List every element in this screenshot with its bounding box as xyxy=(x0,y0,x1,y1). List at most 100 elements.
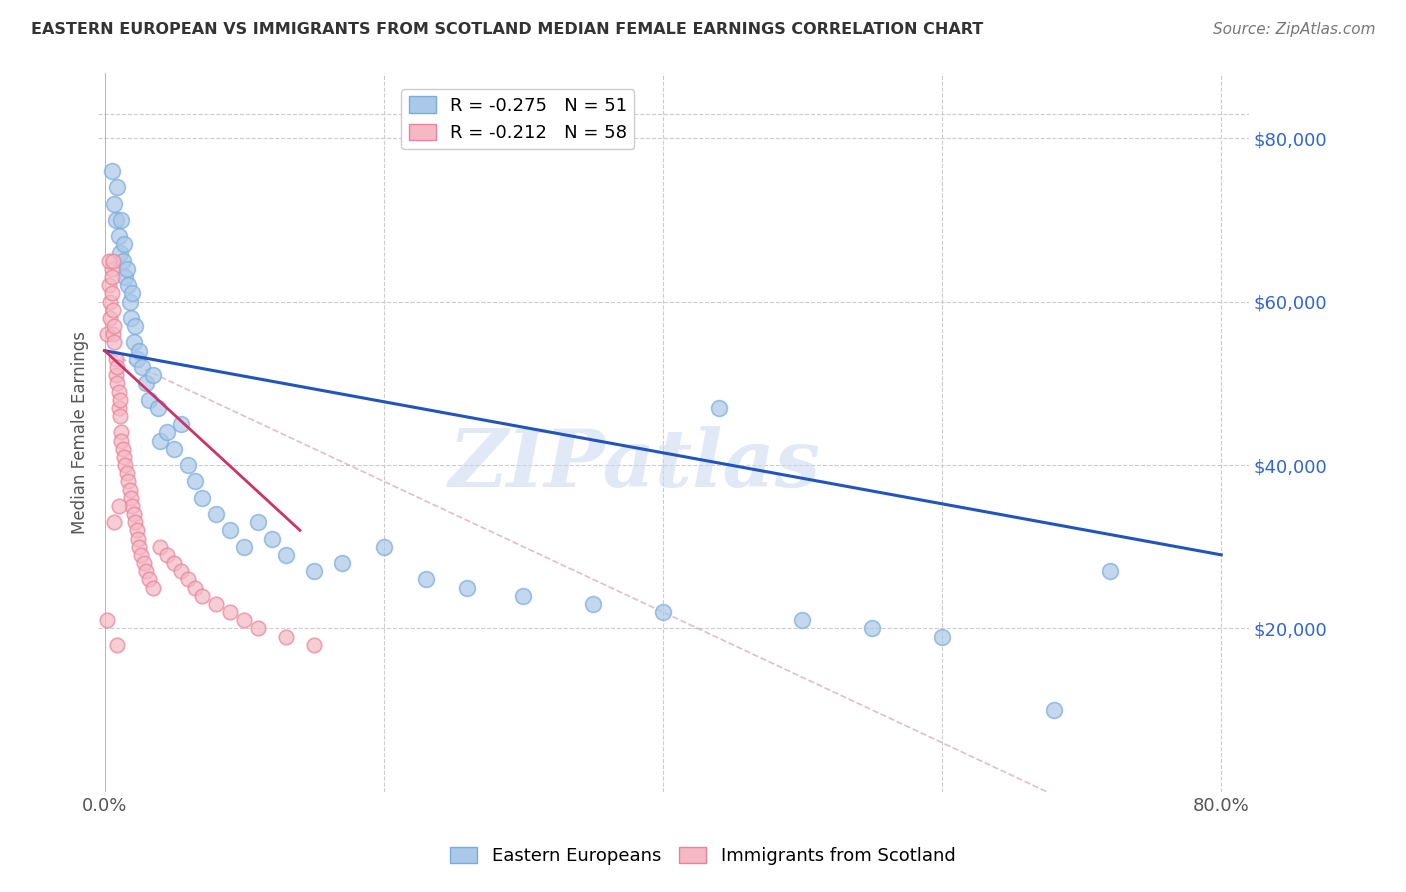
Point xyxy=(112,237,135,252)
Point xyxy=(931,630,953,644)
Point xyxy=(302,564,325,578)
Point xyxy=(205,507,228,521)
Point xyxy=(100,270,122,285)
Point xyxy=(149,540,172,554)
Point xyxy=(1098,564,1121,578)
Point xyxy=(118,483,141,497)
Point xyxy=(219,524,242,538)
Point xyxy=(105,376,128,391)
Point xyxy=(103,319,125,334)
Point xyxy=(131,359,153,374)
Point xyxy=(138,572,160,586)
Y-axis label: Median Female Earnings: Median Female Earnings xyxy=(72,331,89,533)
Point xyxy=(108,409,131,423)
Point xyxy=(149,434,172,448)
Point xyxy=(512,589,534,603)
Point xyxy=(125,351,148,366)
Point xyxy=(163,556,186,570)
Point xyxy=(101,253,124,268)
Point xyxy=(156,548,179,562)
Point xyxy=(330,556,353,570)
Point xyxy=(96,327,118,342)
Point xyxy=(117,278,139,293)
Point xyxy=(156,425,179,440)
Point xyxy=(191,589,214,603)
Point xyxy=(142,368,165,383)
Point xyxy=(104,213,127,227)
Point xyxy=(146,401,169,415)
Point xyxy=(582,597,605,611)
Point xyxy=(111,253,134,268)
Point xyxy=(233,540,256,554)
Point xyxy=(170,417,193,432)
Point xyxy=(138,392,160,407)
Point xyxy=(107,499,129,513)
Point xyxy=(121,286,143,301)
Point xyxy=(103,335,125,350)
Point xyxy=(107,229,129,244)
Point xyxy=(114,458,136,472)
Point xyxy=(122,507,145,521)
Point xyxy=(122,335,145,350)
Point xyxy=(135,376,157,391)
Point xyxy=(114,270,136,285)
Point xyxy=(124,319,146,334)
Point xyxy=(120,491,142,505)
Point xyxy=(103,515,125,529)
Point xyxy=(104,351,127,366)
Point xyxy=(96,613,118,627)
Point xyxy=(792,613,814,627)
Point xyxy=(247,621,270,635)
Point xyxy=(110,425,132,440)
Point xyxy=(184,581,207,595)
Text: ZIPatlas: ZIPatlas xyxy=(449,426,821,504)
Point xyxy=(100,262,122,277)
Point xyxy=(101,327,124,342)
Point xyxy=(132,556,155,570)
Point xyxy=(101,302,124,317)
Point xyxy=(127,532,149,546)
Point xyxy=(115,262,138,277)
Point xyxy=(111,442,134,456)
Point xyxy=(860,621,883,635)
Point xyxy=(115,466,138,480)
Point xyxy=(707,401,730,415)
Point xyxy=(128,540,150,554)
Point xyxy=(219,605,242,619)
Point xyxy=(651,605,673,619)
Point xyxy=(104,368,127,383)
Point xyxy=(1042,703,1064,717)
Point xyxy=(302,638,325,652)
Legend: R = -0.275   N = 51, R = -0.212   N = 58: R = -0.275 N = 51, R = -0.212 N = 58 xyxy=(401,89,634,149)
Point xyxy=(105,359,128,374)
Point xyxy=(110,213,132,227)
Point xyxy=(98,294,121,309)
Text: EASTERN EUROPEAN VS IMMIGRANTS FROM SCOTLAND MEDIAN FEMALE EARNINGS CORRELATION : EASTERN EUROPEAN VS IMMIGRANTS FROM SCOT… xyxy=(31,22,983,37)
Point xyxy=(373,540,395,554)
Point xyxy=(274,548,297,562)
Point xyxy=(415,572,437,586)
Point xyxy=(177,458,200,472)
Legend: Eastern Europeans, Immigrants from Scotland: Eastern Europeans, Immigrants from Scotl… xyxy=(443,839,963,872)
Point xyxy=(108,392,131,407)
Point xyxy=(105,638,128,652)
Point xyxy=(142,581,165,595)
Point xyxy=(121,499,143,513)
Point xyxy=(177,572,200,586)
Point xyxy=(124,515,146,529)
Point xyxy=(108,245,131,260)
Point xyxy=(170,564,193,578)
Text: Source: ZipAtlas.com: Source: ZipAtlas.com xyxy=(1212,22,1375,37)
Point xyxy=(163,442,186,456)
Point xyxy=(110,434,132,448)
Point xyxy=(118,294,141,309)
Point xyxy=(184,475,207,489)
Point xyxy=(97,278,120,293)
Point xyxy=(135,564,157,578)
Point xyxy=(456,581,478,595)
Point xyxy=(100,286,122,301)
Point xyxy=(100,164,122,178)
Point xyxy=(103,196,125,211)
Point xyxy=(97,253,120,268)
Point xyxy=(128,343,150,358)
